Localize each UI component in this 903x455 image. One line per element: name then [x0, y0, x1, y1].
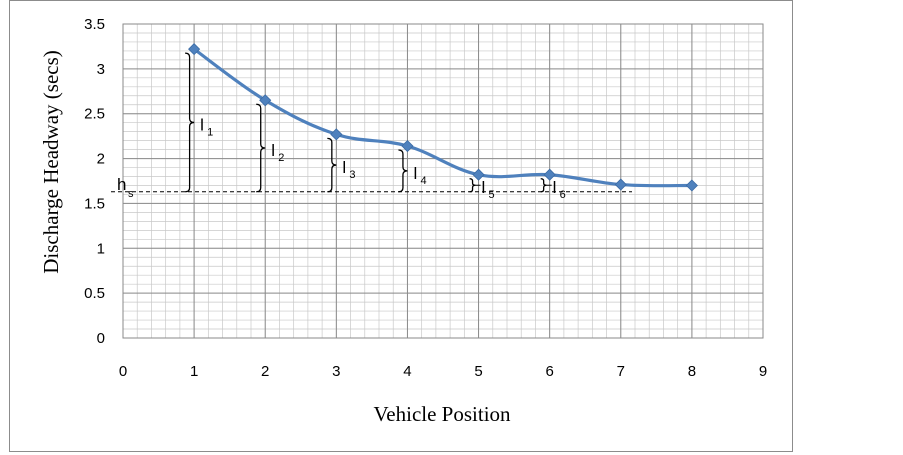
- x-tick-label: 0: [119, 363, 127, 380]
- axes: [122, 23, 764, 339]
- major-grid: [122, 23, 764, 339]
- y-tick-label: 2.5: [84, 106, 105, 123]
- gap-annotations: l 1l 2l 3 l 4 l 5 l 6: [185, 52, 566, 201]
- y-tick-label: 3: [97, 61, 105, 78]
- gap-label-6: l: [553, 178, 557, 197]
- gap-label-5: l: [482, 178, 486, 197]
- gap-label-1: l: [200, 115, 204, 134]
- series-line: [193, 47, 692, 188]
- data-point: [543, 168, 556, 181]
- brace-3: [327, 137, 337, 193]
- x-tick-label: 4: [403, 363, 411, 380]
- x-tick-label: 5: [474, 363, 482, 380]
- hs-subscript: s: [128, 188, 134, 200]
- y-tick-label: 3.5: [84, 16, 105, 33]
- data-point: [472, 168, 485, 181]
- x-tick-labels: 0 1 2 3 4 5 6 7 8 9: [119, 363, 767, 380]
- y-tick-label: 1: [97, 240, 105, 257]
- chart-frame: [9, 0, 793, 452]
- data-point: [614, 178, 627, 191]
- y-tick-label: 0: [97, 330, 105, 347]
- plot-border: [122, 23, 764, 339]
- data-point: [401, 139, 414, 153]
- data-point: [259, 94, 272, 107]
- data-point: [685, 179, 698, 192]
- x-tick-label: 6: [545, 363, 553, 380]
- gap-subscript-5: 5: [489, 189, 495, 201]
- y-tick-label: 2: [97, 151, 105, 168]
- series: [188, 43, 698, 192]
- data-point: [188, 43, 201, 56]
- x-axis-title: Vehicle Position: [373, 402, 511, 426]
- data-point: [330, 128, 343, 141]
- gap-label-4: l: [413, 164, 417, 183]
- gap-subscript-6: 6: [560, 189, 566, 201]
- y-axis-title: Discharge Headway (secs): [39, 50, 63, 274]
- brace-1: [185, 52, 195, 193]
- x-tick-label: 9: [759, 363, 767, 380]
- gap-subscript-3: 3: [349, 169, 355, 181]
- x-tick-label: 3: [332, 363, 340, 380]
- gap-label-3: l: [342, 158, 346, 177]
- y-tick-label: 1.5: [84, 195, 105, 212]
- x-tick-label: 7: [617, 363, 625, 380]
- minor-grid: [122, 23, 764, 339]
- gap-subscript-2: 2: [278, 152, 284, 164]
- gap-subscript-4: 4: [420, 175, 426, 187]
- x-tick-label: 2: [261, 363, 269, 380]
- y-tick-labels: 0 0.5 1 1.5 2 2.5 3 3.5: [84, 16, 105, 347]
- brace-2: [256, 103, 266, 193]
- gap-label-2: l: [271, 141, 275, 160]
- x-tick-label: 8: [688, 363, 696, 380]
- hs-label: h: [117, 175, 126, 194]
- y-tick-label: 0.5: [84, 285, 105, 302]
- brace-4: [398, 149, 408, 193]
- gap-subscript-1: 1: [207, 126, 213, 138]
- x-tick-label: 1: [190, 363, 198, 380]
